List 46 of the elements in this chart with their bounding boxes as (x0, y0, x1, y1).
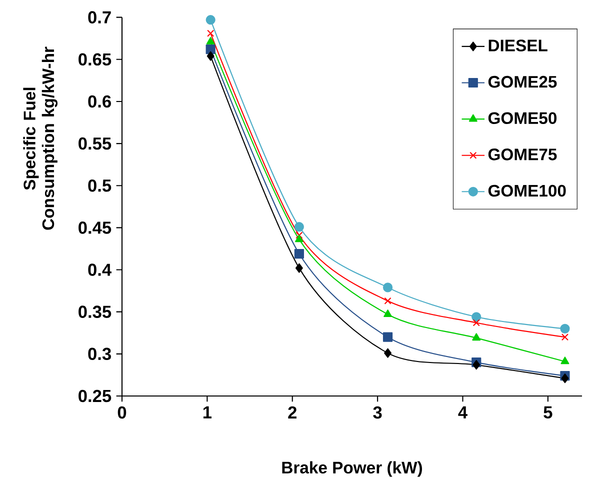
point (472, 319, 480, 326)
y-tick-label: 0.45 (78, 222, 112, 234)
y-tick-label: 0.6 (88, 95, 111, 108)
point (207, 30, 214, 37)
point (472, 360, 480, 370)
point (294, 248, 304, 259)
point (472, 312, 482, 322)
y-tick-label: 0.55 (78, 137, 112, 150)
x-tick-label: 2 (288, 406, 296, 418)
y-tick-label: 0.3 (88, 348, 111, 360)
legend-label: GOME75 (488, 148, 557, 160)
y-tick-label: 0.4 (88, 264, 112, 276)
x-tick-label: 1 (203, 406, 212, 418)
x-tick-label: 3 (373, 406, 382, 419)
point (206, 15, 216, 25)
x-tick-label: 0 (118, 406, 126, 419)
point (561, 334, 569, 341)
point (560, 324, 570, 334)
point (206, 51, 214, 61)
point (384, 348, 392, 358)
legend-label: GOME50 (488, 112, 557, 124)
point (472, 333, 481, 341)
y-tick-label: 0.5 (88, 179, 112, 192)
y-tick-label: 0.35 (78, 306, 112, 318)
point (206, 36, 215, 44)
point (384, 297, 392, 304)
point (561, 374, 569, 384)
point (294, 234, 304, 242)
legend-label: GOME25 (488, 76, 557, 88)
y-tick-label: 0.25 (78, 390, 112, 402)
point (295, 263, 303, 273)
point (384, 310, 392, 318)
point (382, 332, 393, 342)
point (294, 222, 304, 232)
y-tick-label: 0.7 (88, 11, 111, 24)
point (296, 232, 303, 239)
y-tick-label: 0.65 (78, 53, 112, 66)
x-tick-label: 5 (544, 406, 552, 418)
y-axis-title: Specific Fuel Consumption kg/kW-hr (23, 46, 58, 230)
legend-label: DIESEL (488, 40, 548, 52)
x-tick-label: 4 (458, 406, 468, 418)
x-axis-title: Brake Power (kW) (282, 461, 422, 477)
point (382, 282, 393, 292)
point (560, 356, 570, 364)
point (206, 44, 216, 54)
legend-label: GOME100 (488, 184, 566, 197)
